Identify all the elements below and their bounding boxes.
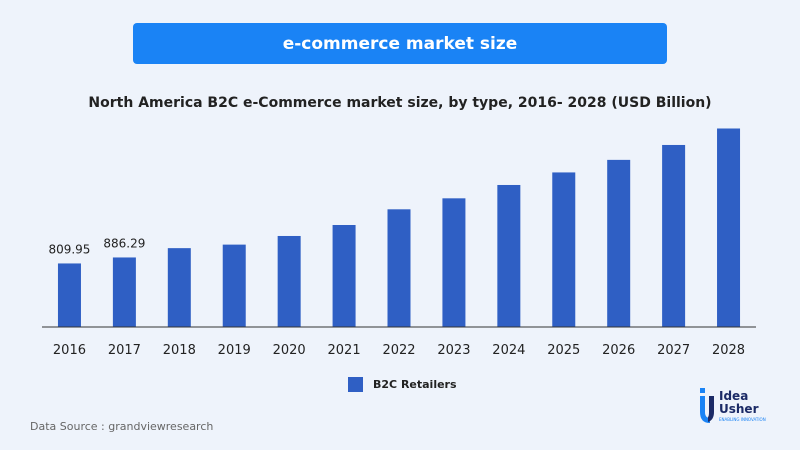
x-tick-label-2016: 2016: [53, 343, 86, 358]
x-tick-label-2022: 2022: [382, 343, 415, 358]
bar-2021: [332, 225, 356, 327]
data-label-2017: 886.29: [103, 236, 145, 250]
legend-swatch: [348, 376, 363, 392]
bar-2017: [112, 257, 136, 327]
logo-mark-icon: [700, 388, 714, 423]
x-tick-label-2026: 2026: [602, 343, 635, 358]
data-label-2016: 809.95: [48, 242, 90, 256]
bar-2026: [607, 159, 631, 327]
x-tick-label-2021: 2021: [328, 343, 361, 358]
x-tick-label-2027: 2027: [657, 343, 690, 358]
logo-word-usher: Usher: [719, 402, 759, 416]
logo-tagline: ENABLING INNOVATION: [719, 417, 766, 422]
x-tick-label-2023: 2023: [437, 343, 470, 358]
chart-title: North America B2C e-Commerce market size…: [88, 95, 712, 111]
x-tick-label-2024: 2024: [492, 343, 525, 358]
bar-2023: [442, 198, 466, 327]
bar-2018: [167, 248, 191, 327]
bar-2024: [497, 184, 521, 327]
bar-2028: [717, 128, 741, 327]
page-banner: e-commerce market size: [133, 23, 667, 64]
x-tick-label-2025: 2025: [547, 343, 580, 358]
x-tick-label-2018: 2018: [163, 343, 196, 358]
bar-2027: [662, 144, 686, 327]
legend: B2C Retailers: [348, 375, 457, 393]
x-tick-label-2020: 2020: [273, 343, 306, 358]
bar-2025: [552, 172, 576, 327]
x-tick-label-2017: 2017: [108, 343, 141, 358]
data-source-note: Data Source : grandviewresearch: [30, 420, 214, 433]
bar-2019: [222, 244, 246, 327]
bar-2022: [387, 209, 411, 327]
idea-usher-logo: Idea Usher ENABLING INNOVATION: [697, 386, 777, 426]
x-tick-label-2019: 2019: [218, 343, 251, 358]
bar-2016: [57, 263, 81, 327]
x-tick-label-2028: 2028: [712, 343, 745, 358]
legend-label: B2C Retailers: [373, 377, 457, 391]
logo-word-idea: Idea: [719, 389, 749, 403]
bar-2020: [277, 235, 301, 327]
